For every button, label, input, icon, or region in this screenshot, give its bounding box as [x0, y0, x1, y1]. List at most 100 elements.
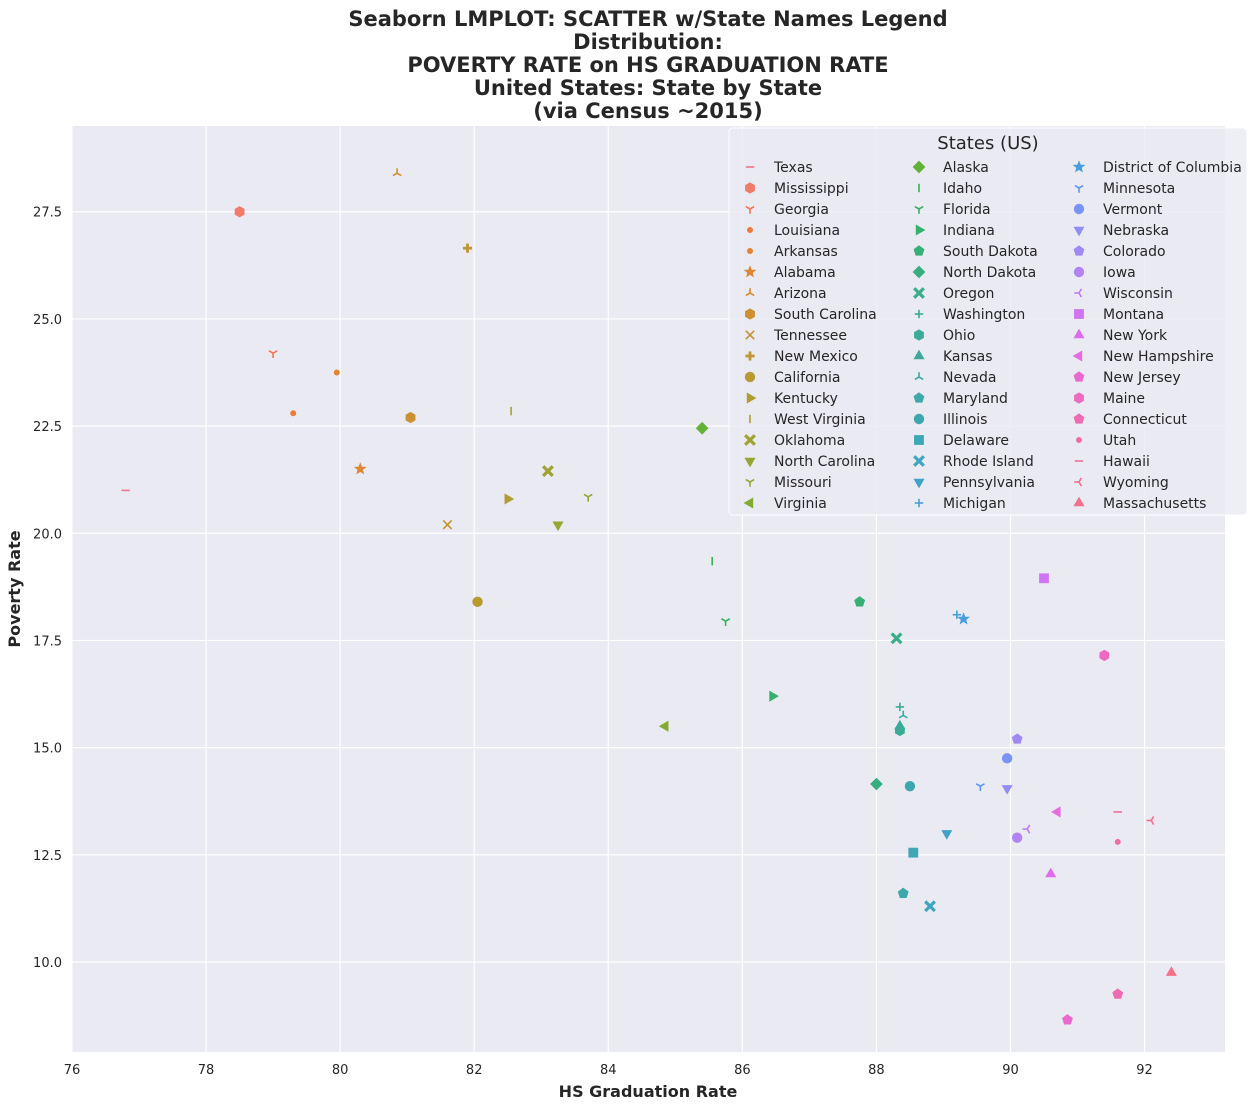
- legend-marker: [745, 351, 755, 361]
- legend-marker-shape: [1072, 160, 1086, 173]
- data-point-stroke: [725, 618, 731, 622]
- data-point-shape: [854, 596, 866, 607]
- data-point: [1165, 966, 1177, 976]
- legend-marker-stroke: [913, 455, 925, 467]
- data-point-shape: [870, 777, 883, 791]
- data-point-stroke: [924, 900, 936, 913]
- legend-label: Arkansas: [774, 244, 838, 260]
- legend-marker: [913, 413, 925, 425]
- legend-marker: [745, 478, 755, 487]
- y-tick-label: 17.5: [33, 634, 62, 649]
- legend-label: Vermont: [1103, 202, 1163, 218]
- data-point: [1112, 988, 1124, 999]
- legend-item: Delaware: [914, 433, 1009, 449]
- legend-label: Montana: [1103, 307, 1164, 323]
- data-point: [908, 847, 919, 858]
- data-point-shape: [904, 781, 916, 792]
- legend-item: Connecticut: [1073, 412, 1187, 428]
- legend-item: West Virginia: [749, 412, 866, 428]
- x-tick-label: 78: [198, 1063, 215, 1078]
- legend-marker: [745, 288, 755, 297]
- data-point: [854, 596, 866, 607]
- legend-marker-shape: [745, 182, 755, 194]
- legend-item: Michigan: [914, 496, 1006, 512]
- legend-marker: [1074, 392, 1084, 404]
- legend-marker: [913, 287, 925, 299]
- legend-label: Alaska: [943, 160, 989, 176]
- chart-title-line: POVERTY RATE on HS GRADUATION RATE: [407, 53, 888, 77]
- legend-item: Missouri: [745, 475, 832, 491]
- legend-marker: [912, 160, 926, 174]
- y-tick-label: 27.5: [33, 206, 62, 221]
- legend-item: Maryland: [913, 391, 1008, 407]
- legend-label: Idaho: [943, 181, 982, 197]
- data-point: [895, 702, 905, 712]
- data-point: [1001, 785, 1013, 795]
- legend-marker-stroke: [749, 292, 755, 297]
- data-point-stroke: [587, 493, 593, 498]
- legend-marker: [913, 349, 925, 360]
- legend-marker-shape: [1073, 245, 1085, 256]
- data-point: [1011, 832, 1023, 843]
- legend-item: California: [744, 370, 840, 386]
- legend-marker: [915, 224, 926, 236]
- legend-marker: [1073, 371, 1085, 382]
- legend-label: Utah: [1103, 433, 1136, 449]
- legend-marker-shape: [744, 457, 756, 468]
- data-point-shape: [897, 887, 909, 898]
- legend-item: Massachusetts: [1073, 496, 1206, 512]
- legend-item: New Jersey: [1073, 370, 1181, 386]
- data-point-stroke: [1026, 824, 1031, 830]
- data-point-stroke: [721, 618, 726, 622]
- legend-box: [728, 127, 1248, 516]
- legend-marker: [914, 309, 924, 319]
- chart-title-line: Distribution:: [573, 30, 723, 54]
- legend-item: Indiana: [915, 223, 995, 239]
- x-axis-ticks: 76 78 80 82 84 86 88 90 92: [64, 1063, 1153, 1078]
- legend-item: Kansas: [913, 349, 993, 365]
- data-point: [504, 493, 515, 505]
- data-point: [290, 410, 297, 417]
- legend-marker-shape: [913, 413, 925, 425]
- legend-label: Oklahoma: [774, 433, 845, 449]
- data-point-stroke: [1150, 815, 1155, 821]
- legend-item: South Carolina: [745, 307, 877, 323]
- legend-label: Ohio: [943, 328, 975, 344]
- data-point: [658, 720, 669, 732]
- data-point-stroke: [1026, 828, 1031, 834]
- legend-marker-shape: [1073, 226, 1085, 237]
- legend-marker-shape: [914, 329, 924, 341]
- legend-marker-stroke: [744, 434, 756, 446]
- legend-item: Oklahoma: [744, 433, 845, 449]
- legend-marker-shape: [1076, 436, 1083, 443]
- legend-item: South Dakota: [913, 244, 1038, 260]
- legend-marker: [1074, 288, 1083, 298]
- legend-marker-shape: [912, 265, 926, 279]
- legend-item: Alabama: [743, 265, 836, 281]
- data-point-shape: [769, 690, 779, 702]
- legend-item: Maine: [1074, 391, 1145, 407]
- legend-marker-shape: [746, 392, 757, 404]
- legend-marker: [1073, 413, 1085, 424]
- legend-marker: [914, 498, 924, 508]
- x-tick-label: 86: [734, 1063, 751, 1078]
- legend-marker-stroke: [745, 330, 755, 340]
- legend-label: Delaware: [943, 433, 1009, 449]
- data-point-shape: [1039, 573, 1049, 584]
- legend-marker: [743, 265, 757, 278]
- legend-label: District of Columbia: [1103, 160, 1242, 176]
- legend-marker-stroke: [1078, 477, 1083, 483]
- legend-marker: [913, 245, 925, 256]
- legend-label: Florida: [943, 202, 991, 218]
- data-point-stroke: [975, 783, 981, 787]
- legend: States (US) Texas Mississippi Georgia Louis…: [728, 127, 1248, 516]
- legend-marker: [745, 182, 755, 194]
- data-point: [1022, 824, 1031, 834]
- legend-item: Kentucky: [746, 391, 838, 407]
- legend-marker-shape: [1073, 266, 1085, 278]
- legend-item: Hawaii: [1074, 454, 1150, 470]
- data-point-shape: [552, 521, 564, 532]
- legend-marker: [1073, 266, 1085, 278]
- legend-item: Pennsylvania: [913, 475, 1035, 491]
